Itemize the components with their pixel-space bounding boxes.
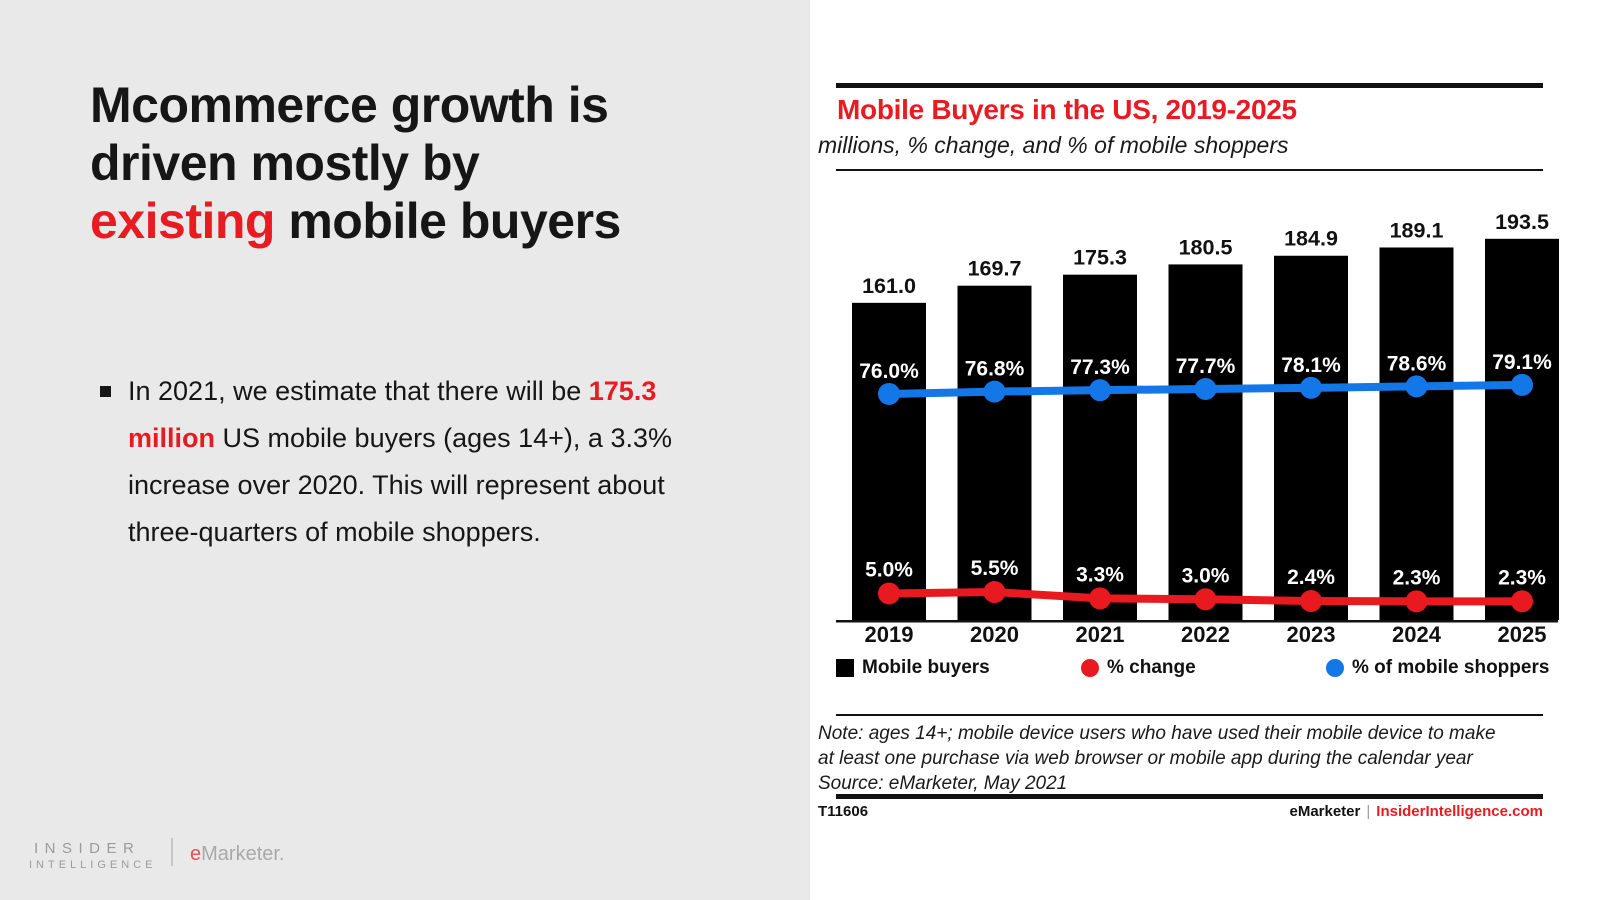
bar-2022 xyxy=(1168,264,1243,620)
note-rule xyxy=(836,714,1543,716)
svg-text:78.1%: 78.1% xyxy=(1281,354,1341,377)
bar-2024 xyxy=(1379,247,1454,620)
chart-note: Note: ages 14+; mobile device users who … xyxy=(818,721,1548,796)
change-point-2025 xyxy=(1511,590,1533,613)
shoppers-point-2023 xyxy=(1300,376,1322,399)
mobile-buyers-chart: 161.0 169.7 175.3 180.5 184.9 189.1 193.5 76.0%… xyxy=(836,210,1559,647)
change-point-2021 xyxy=(1089,587,1111,610)
svg-text:5.5%: 5.5% xyxy=(971,557,1019,580)
chart-footer-brand: eMarketer | InsiderIntelligence.com xyxy=(1289,803,1543,820)
svg-text:77.7%: 77.7% xyxy=(1176,355,1236,378)
x-label-2025: 2025 xyxy=(1498,622,1547,647)
x-label-2020: 2020 xyxy=(970,622,1019,647)
x-label-2024: 2024 xyxy=(1392,622,1442,647)
shoppers-point-2020 xyxy=(983,380,1006,403)
legend-item-0: Mobile buyers xyxy=(836,656,990,680)
slide-headline: Mcommerce growth is driven mostly by exist… xyxy=(90,77,621,249)
x-label-2023: 2023 xyxy=(1287,622,1336,647)
svg-text:189.1: 189.1 xyxy=(1390,218,1444,242)
chart-top-rule xyxy=(836,83,1543,88)
svg-text:184.9: 184.9 xyxy=(1284,227,1338,251)
chart-subtitle: millions, % change, and % of mobile shop… xyxy=(818,132,1289,158)
bullet-text: In 2021, we estimate that there will be … xyxy=(128,376,672,547)
logo-intelligence-text: INTELLIGENCE xyxy=(29,859,157,871)
legend-label: % of mobile shoppers xyxy=(1352,657,1550,678)
logo-emarketer-text: eMarketer. xyxy=(190,843,284,866)
legend-item-2: % of mobile shoppers xyxy=(1326,656,1549,680)
legend-swatch-circle xyxy=(1326,659,1344,677)
svg-text:2.3%: 2.3% xyxy=(1393,566,1441,589)
shoppers-point-2022 xyxy=(1194,378,1217,401)
shoppers-point-2024 xyxy=(1405,375,1428,398)
legend-swatch-square xyxy=(836,659,854,677)
legend-item-1: % change xyxy=(1081,656,1196,680)
shoppers-point-2021 xyxy=(1089,379,1111,402)
svg-text:5.0%: 5.0% xyxy=(865,559,913,582)
logo-emarketer-rest: Marketer. xyxy=(201,843,285,865)
note-line-1: Note: ages 14+; mobile device users who … xyxy=(818,723,1496,744)
source-line: Source: eMarketer, May 2021 xyxy=(818,773,1068,794)
bar-2019 xyxy=(852,302,926,620)
svg-text:175.3: 175.3 xyxy=(1073,246,1127,270)
bar-2021 xyxy=(1063,274,1137,620)
bar-2023 xyxy=(1274,255,1348,620)
change-point-2020 xyxy=(983,581,1006,604)
svg-text:2.4%: 2.4% xyxy=(1287,566,1335,589)
footer-emarketer: eMarketer xyxy=(1289,803,1361,820)
svg-text:78.6%: 78.6% xyxy=(1387,352,1447,375)
slide-left-panel: Mcommerce growth is driven mostly by exist… xyxy=(0,0,810,900)
svg-text:169.7: 169.7 xyxy=(968,257,1022,281)
shoppers-point-2025 xyxy=(1511,373,1533,396)
footer-rule xyxy=(836,794,1543,799)
change-point-2022 xyxy=(1194,588,1217,611)
x-label-2019: 2019 xyxy=(865,622,914,647)
shoppers-point-2019 xyxy=(878,382,900,405)
legend-label: Mobile buyers xyxy=(862,657,990,678)
legend-swatch-circle xyxy=(1081,659,1099,677)
bar-2025 xyxy=(1485,238,1559,620)
svg-text:2.3%: 2.3% xyxy=(1498,566,1546,589)
logo-divider xyxy=(171,838,173,866)
logo-emarketer-e: e xyxy=(190,843,202,865)
footer-site-link[interactable]: InsiderIntelligence.com xyxy=(1376,803,1543,820)
note-line-2: at least one purchase via web browser or… xyxy=(818,748,1473,769)
legend-label: % change xyxy=(1107,657,1196,678)
svg-text:76.0%: 76.0% xyxy=(859,360,919,383)
logo-insider-text: INSIDER xyxy=(34,840,141,857)
svg-text:3.3%: 3.3% xyxy=(1076,563,1124,586)
svg-text:161.0: 161.0 xyxy=(862,274,916,298)
svg-text:193.5: 193.5 xyxy=(1495,210,1549,234)
change-point-2024 xyxy=(1405,590,1428,613)
svg-text:77.3%: 77.3% xyxy=(1070,356,1130,379)
svg-text:79.1%: 79.1% xyxy=(1492,351,1552,374)
footer-separator: | xyxy=(1366,803,1371,820)
chart-id: T11606 xyxy=(818,803,869,820)
bullet-item: In 2021, we estimate that there will be … xyxy=(100,368,700,556)
x-axis-line xyxy=(836,620,1558,623)
svg-text:76.8%: 76.8% xyxy=(965,358,1025,381)
svg-text:3.0%: 3.0% xyxy=(1182,564,1230,587)
change-point-2019 xyxy=(878,582,900,605)
bullet-square-icon xyxy=(100,386,111,397)
x-label-2022: 2022 xyxy=(1181,622,1230,647)
bar-2020 xyxy=(957,285,1032,620)
chart-title: Mobile Buyers in the US, 2019-2025 xyxy=(837,94,1297,125)
chart-subtitle-rule xyxy=(836,169,1543,171)
svg-text:180.5: 180.5 xyxy=(1179,235,1233,259)
change-point-2023 xyxy=(1300,590,1322,613)
x-label-2021: 2021 xyxy=(1076,622,1125,647)
